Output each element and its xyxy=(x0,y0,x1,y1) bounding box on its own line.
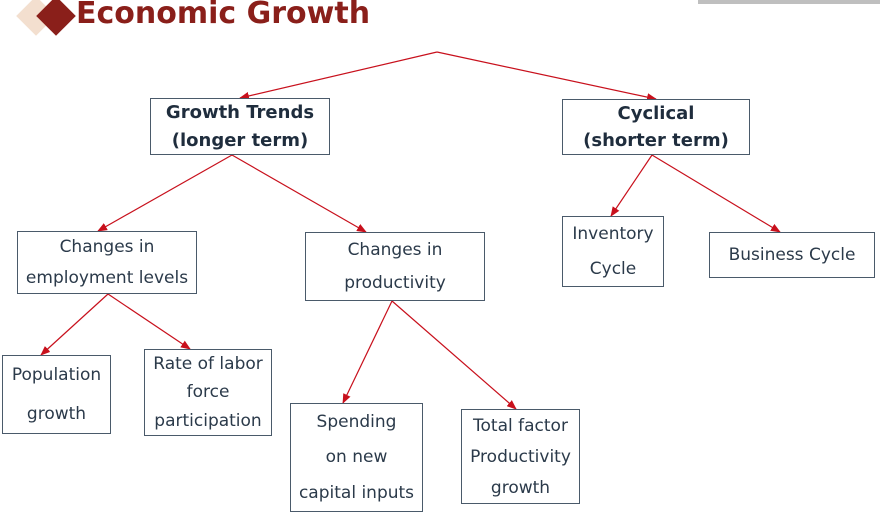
node-cyclical: Cyclical (shorter term) xyxy=(562,99,750,155)
node-line: employment levels xyxy=(25,267,189,288)
node-line: force xyxy=(186,382,230,403)
node-line: capital inputs xyxy=(298,483,415,504)
node-population-growth: Population growth xyxy=(2,355,111,434)
arrow-employment-to-labor xyxy=(107,293,191,350)
node-line: Cycle xyxy=(589,258,637,279)
page-title: Economic Growth xyxy=(76,0,371,31)
node-business-cycle: Business Cycle xyxy=(709,232,875,278)
node-line: Inventory xyxy=(572,224,654,245)
node-line: (longer term) xyxy=(171,129,309,151)
node-line: participation xyxy=(154,410,262,431)
node-line: Population xyxy=(11,365,102,386)
node-line: Cyclical xyxy=(617,103,695,124)
node-inventory-cycle: Inventory Cycle xyxy=(562,216,664,287)
node-spending-capital-inputs: Spending on new capital inputs xyxy=(290,403,423,512)
node-line: growth xyxy=(490,477,551,498)
arrow-root-to-growth-trends xyxy=(239,51,438,100)
arrow-root-to-cyclical xyxy=(436,51,657,102)
node-line: Business Cycle xyxy=(728,245,856,265)
arrow-growth-to-productivity xyxy=(231,154,367,233)
node-line: on new xyxy=(325,447,388,468)
arrow-employment-to-population xyxy=(40,293,109,356)
arrow-cyclical-to-inventory xyxy=(610,154,653,217)
corner-divider xyxy=(698,0,880,4)
node-labor-force-participation: Rate of labor force participation xyxy=(144,349,272,436)
node-line: Spending xyxy=(316,411,397,432)
node-growth-trends: Growth Trends (longer term) xyxy=(150,98,330,155)
node-line: (shorter term) xyxy=(583,130,729,151)
node-line: Changes in xyxy=(59,237,155,258)
arrow-growth-to-employment xyxy=(97,154,233,232)
node-line: Rate of labor xyxy=(153,354,263,375)
arrow-productivity-to-tfp xyxy=(391,300,517,410)
node-line: Productivity xyxy=(470,446,571,467)
node-productivity: Changes in productivity xyxy=(305,232,485,301)
node-line: growth xyxy=(26,403,87,424)
node-line: Growth Trends xyxy=(165,102,315,124)
node-employment-levels: Changes in employment levels xyxy=(17,231,197,294)
node-line: productivity xyxy=(344,273,446,294)
node-line: Changes in xyxy=(347,239,443,260)
arrow-productivity-to-spending xyxy=(342,300,393,404)
node-line: Total factor xyxy=(473,415,568,436)
node-total-factor-productivity: Total factor Productivity growth xyxy=(461,409,580,504)
arrow-cyclical-to-business xyxy=(651,154,781,233)
